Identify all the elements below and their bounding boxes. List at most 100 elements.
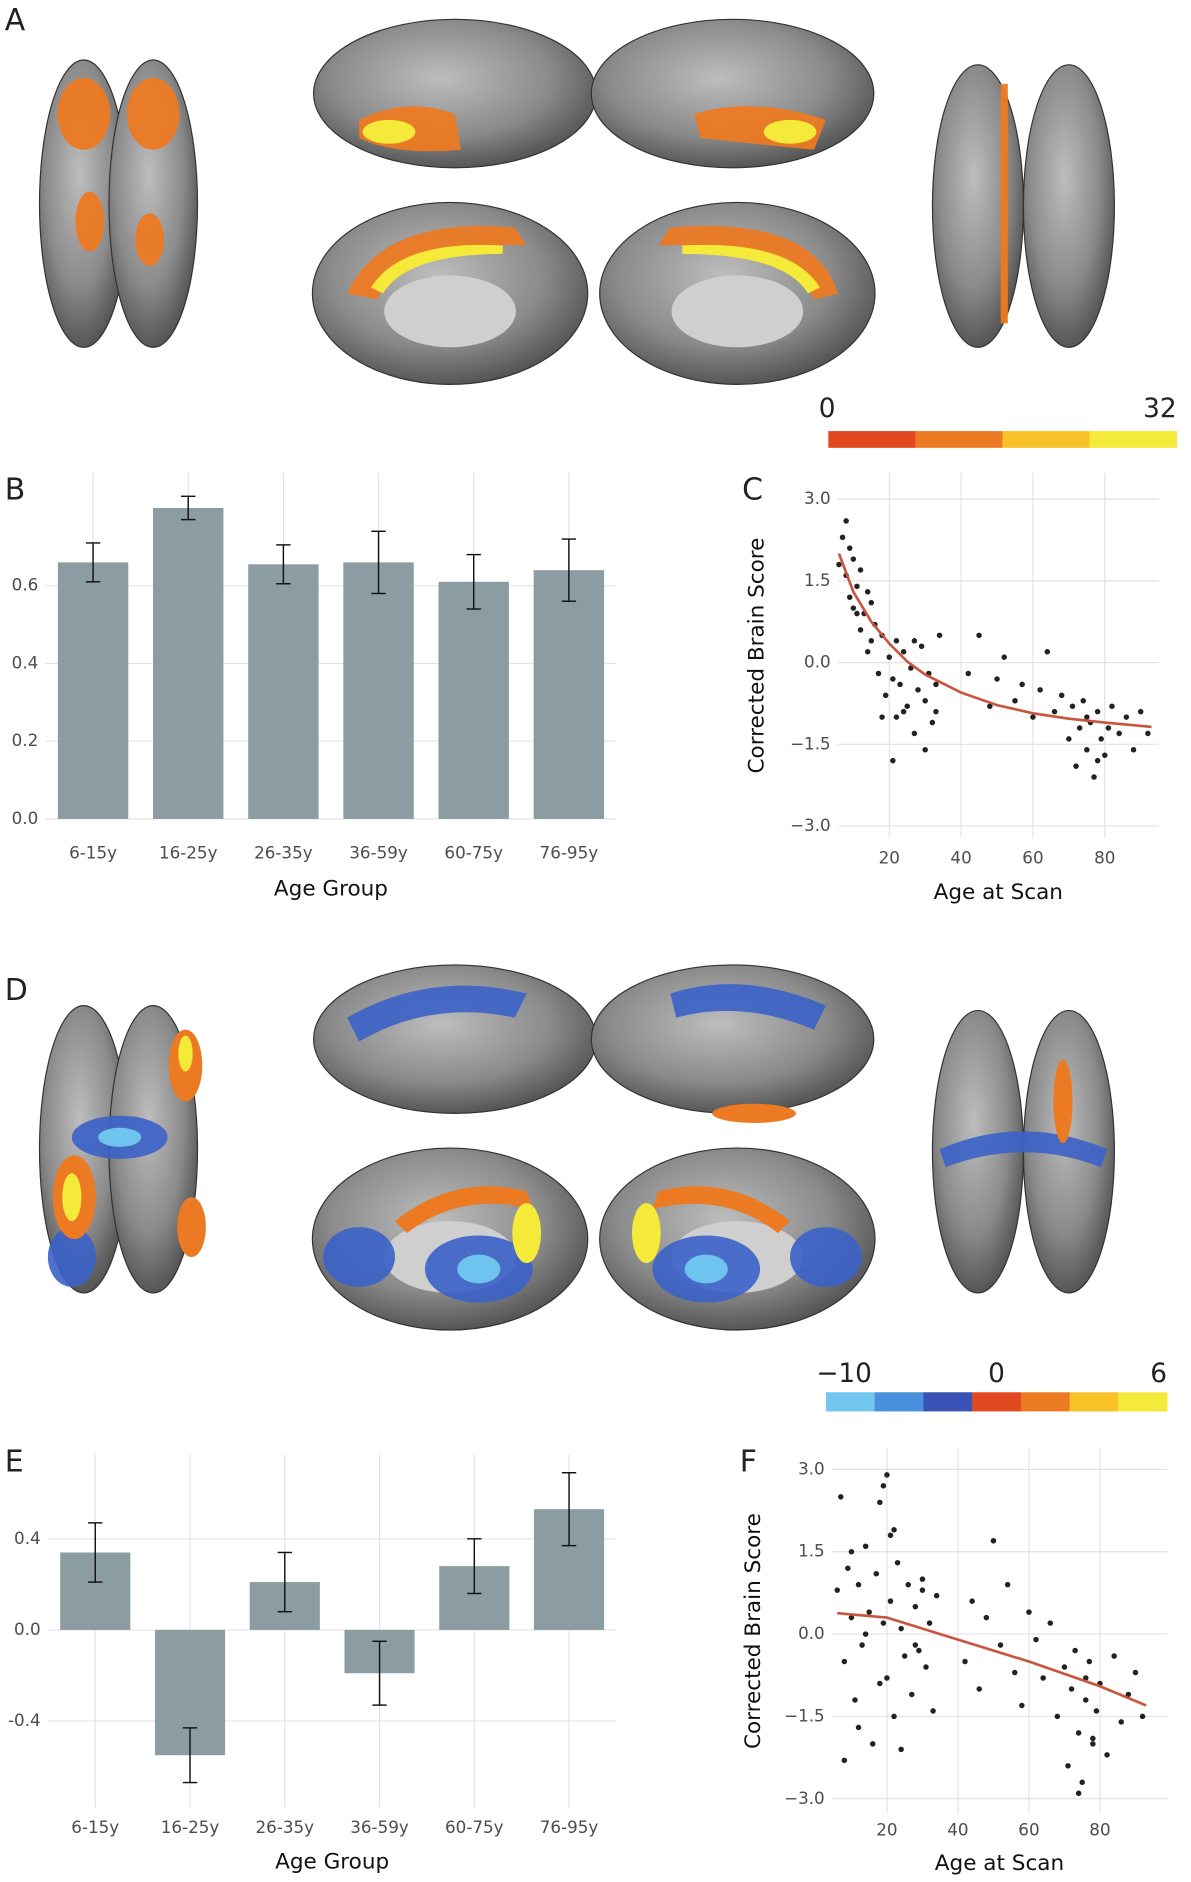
error-bar — [85, 542, 101, 583]
y-tick-label: −1.5 — [790, 733, 831, 753]
point — [834, 1587, 840, 1593]
point — [1084, 714, 1090, 720]
y-tick-label: −3.0 — [790, 815, 831, 835]
error-bar — [466, 553, 481, 610]
point — [962, 1658, 968, 1665]
point — [850, 605, 857, 611]
point — [1116, 730, 1122, 737]
point — [997, 1642, 1004, 1648]
x-tick-label: 76-95y — [540, 843, 599, 863]
x-tick-label: 36-59y — [349, 843, 408, 863]
point — [1026, 1609, 1032, 1615]
y-tick-label: 1.5 — [798, 1541, 825, 1561]
point — [911, 638, 918, 644]
point — [976, 632, 982, 639]
panel-letter: F — [740, 1444, 757, 1479]
point — [1083, 1675, 1089, 1681]
colorbar-label: 32 — [1143, 394, 1177, 424]
point — [1019, 1702, 1025, 1709]
x-tick-label: 60-75y — [444, 843, 503, 863]
bar — [343, 562, 414, 819]
point — [1104, 1752, 1110, 1758]
point — [866, 1609, 872, 1615]
point — [1098, 736, 1104, 742]
point — [854, 610, 860, 617]
point — [869, 1741, 876, 1747]
bar — [57, 562, 129, 819]
point — [875, 670, 882, 677]
colorbar-segment — [1020, 1392, 1070, 1412]
y-tick-label: −1.5 — [784, 1705, 825, 1725]
point — [1001, 654, 1007, 660]
point — [919, 1587, 926, 1593]
panel-letter: E — [5, 1444, 24, 1479]
point — [891, 1713, 897, 1720]
point — [880, 1620, 887, 1626]
x-tick-label: 26-35y — [254, 843, 313, 863]
point — [887, 1532, 894, 1539]
point — [1130, 747, 1137, 753]
colorbar-segment — [1118, 1392, 1168, 1412]
point — [1012, 697, 1018, 704]
point — [1076, 725, 1083, 731]
point — [969, 1598, 975, 1604]
point — [857, 567, 864, 573]
point — [898, 1746, 904, 1753]
point — [894, 1559, 901, 1566]
point — [1066, 736, 1072, 742]
point — [890, 757, 896, 764]
point — [1072, 1647, 1078, 1654]
point — [922, 747, 928, 753]
point — [880, 1483, 887, 1489]
point — [926, 1620, 933, 1626]
fit-line — [837, 553, 1152, 729]
y-tick-label: 0.0 — [14, 1619, 41, 1639]
y-tick-label: 0.4 — [14, 1528, 41, 1548]
point — [1118, 1719, 1125, 1725]
point — [877, 1680, 883, 1687]
point — [919, 1576, 926, 1582]
x-tick-label: 60 — [1022, 847, 1043, 867]
point — [838, 1494, 844, 1500]
point — [1102, 752, 1108, 758]
point — [965, 670, 972, 677]
point — [1083, 1697, 1089, 1703]
point — [1051, 708, 1058, 715]
point — [909, 1691, 915, 1698]
point — [1065, 1763, 1071, 1769]
point — [911, 730, 918, 737]
point — [930, 1708, 936, 1714]
error-bar — [277, 1551, 292, 1613]
brain-maps-d — [38, 964, 1115, 1331]
point — [905, 1581, 911, 1588]
point — [1068, 1686, 1075, 1692]
point — [1030, 714, 1036, 720]
x-tick-label: 60 — [1018, 1819, 1039, 1839]
y-axis-title: Corrected Brain Score — [741, 1513, 766, 1749]
panel-letter: D — [5, 973, 28, 1008]
point — [897, 681, 903, 688]
point — [855, 1581, 862, 1588]
point — [868, 638, 875, 644]
point — [1080, 697, 1086, 704]
y-axis-title: Corrected Brain Score — [745, 538, 770, 774]
colorbar-segment — [825, 1392, 876, 1412]
x-axis-title: Age at Scan — [935, 1851, 1064, 1876]
error-bar — [467, 1538, 482, 1595]
point — [1084, 747, 1090, 753]
x-tick-label: 36-59y — [350, 1817, 409, 1837]
y-tick-label: 0.0 — [12, 808, 39, 828]
colorbar-segment — [874, 1392, 924, 1412]
point — [990, 1537, 997, 1544]
point — [916, 1647, 922, 1654]
point — [1145, 730, 1151, 737]
point — [891, 1527, 897, 1533]
point — [898, 1625, 904, 1632]
x-tick-label: 20 — [879, 847, 900, 867]
colorbar-segment — [972, 1392, 1022, 1412]
colorbar-segment — [1002, 431, 1090, 448]
x-tick-label: 20 — [876, 1819, 897, 1839]
y-tick-label: 0.6 — [12, 575, 39, 595]
bar — [153, 507, 224, 819]
y-tick-label: -0.4 — [8, 1710, 41, 1730]
